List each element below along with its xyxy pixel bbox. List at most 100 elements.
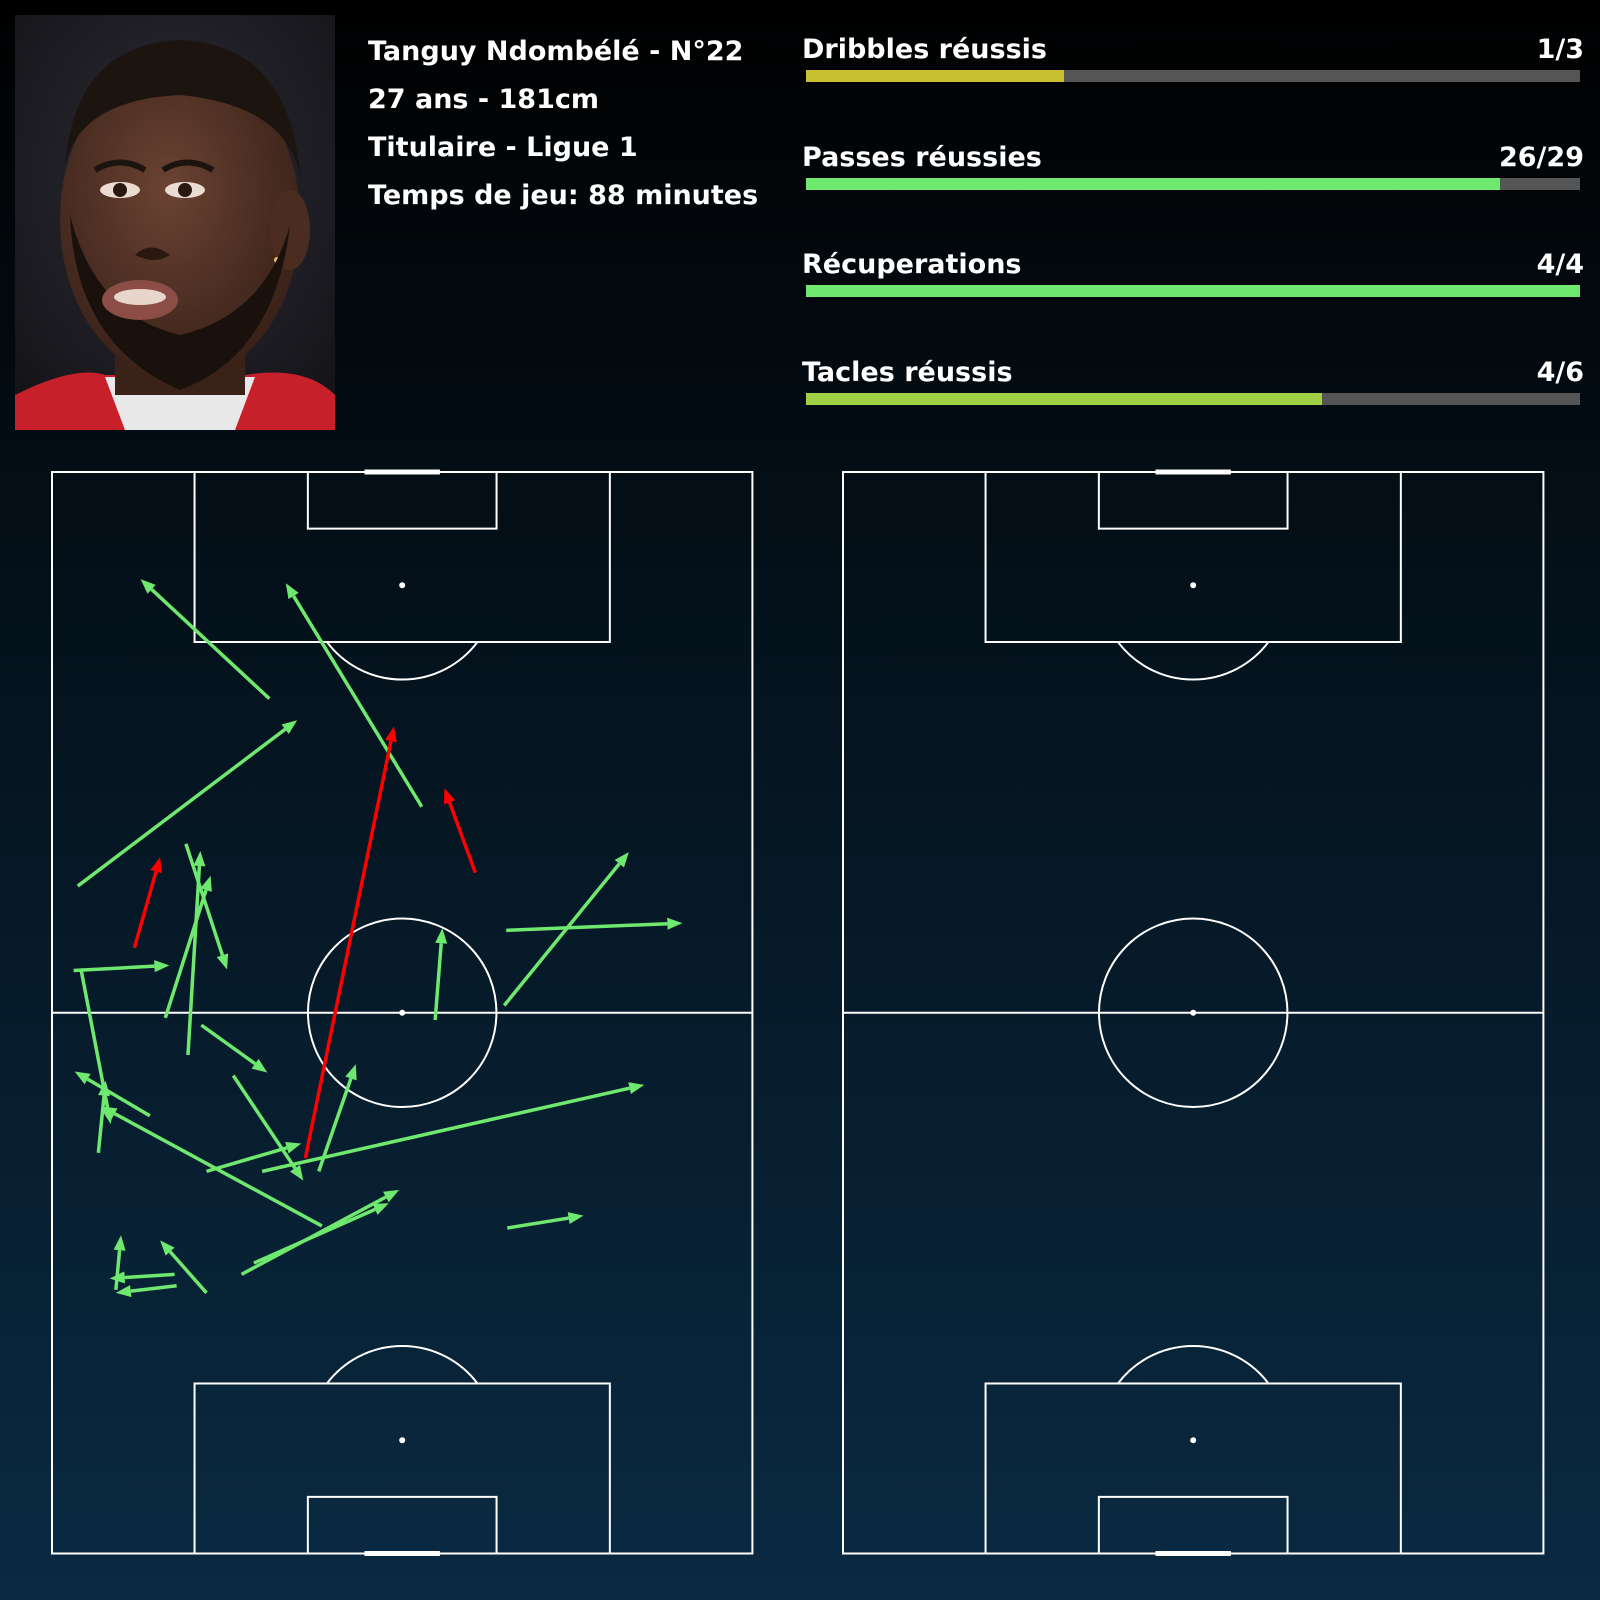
successful-pass-line: [130, 1283, 177, 1293]
successful-pass-line: [506, 1216, 569, 1230]
failed-pass-line: [447, 801, 477, 874]
player-photo: [15, 15, 335, 430]
top-goal-area: [306, 472, 498, 530]
successful-pass-head: [372, 1203, 389, 1215]
stat-dribbles: Dribbles réussis 1/3: [802, 34, 1584, 94]
top-penalty-spot: [399, 582, 406, 589]
bottom-penalty-box: [193, 1382, 611, 1554]
center-spot: [399, 1009, 406, 1016]
successful-pass-line: [113, 1112, 323, 1228]
stat-bar-fill: [806, 393, 1322, 405]
stat-label: Récuperations: [802, 249, 1022, 280]
successful-pass-head: [160, 1240, 175, 1256]
successful-pass-head: [74, 1071, 91, 1085]
center-spot: [1190, 1009, 1197, 1016]
failed-pass-line: [303, 740, 393, 1159]
successful-pass-head: [140, 579, 156, 594]
stat-label: Dribbles réussis: [802, 34, 1047, 65]
heatmap: [842, 469, 1545, 1556]
successful-pass-line: [186, 865, 202, 1056]
successful-pass-line: [502, 862, 621, 1007]
successful-pass-head: [567, 1212, 584, 1224]
bottom-penalty-spot: [399, 1437, 406, 1444]
successful-pass-head: [200, 875, 212, 892]
successful-pass-head: [628, 1082, 645, 1095]
top-penalty-arc: [326, 641, 479, 681]
successful-pass-line: [231, 1074, 297, 1170]
successful-pass-head: [115, 1285, 132, 1298]
failed-pass-head: [443, 788, 456, 805]
successful-pass-head: [216, 953, 229, 970]
stat-bar-fill: [806, 178, 1500, 190]
stat-bar-track: [806, 178, 1580, 190]
successful-pass-line: [76, 727, 287, 888]
successful-pass-head: [285, 1142, 302, 1154]
top-penalty-arc: [1117, 641, 1270, 681]
bottom-goal-area: [306, 1495, 498, 1554]
successful-pass-line: [96, 1095, 106, 1154]
stat-value: 1/3: [1536, 34, 1584, 65]
center-circle: [306, 917, 498, 1108]
failed-pass-head: [385, 726, 397, 743]
successful-pass-head: [101, 1106, 118, 1119]
stat-label: Passes réussies: [802, 142, 1042, 173]
failed-pass-line: [132, 871, 158, 949]
failed-pass-head: [150, 857, 162, 874]
successful-pass-head: [193, 851, 206, 867]
successful-pass-head: [290, 1164, 304, 1181]
successful-pass-line: [86, 1077, 151, 1118]
stat-tackles: Tacles réussis 4/6: [802, 357, 1584, 417]
successful-pass-line: [261, 1086, 631, 1174]
top-penalty-box: [193, 472, 611, 643]
successful-pass-line: [163, 889, 208, 1019]
successful-pass-line: [114, 1249, 122, 1290]
successful-pass-head: [435, 928, 448, 944]
successful-pass-head: [113, 1235, 126, 1251]
successful-pass-head: [383, 1189, 400, 1203]
top-goal-area: [1097, 472, 1289, 530]
stat-label: Tacles réussis: [802, 357, 1013, 388]
top-penalty-spot: [1190, 582, 1197, 589]
bottom-penalty-box: [984, 1382, 1402, 1554]
successful-pass-line: [506, 922, 668, 933]
bottom-penalty-spot: [1190, 1437, 1197, 1444]
stat-value: 4/4: [1536, 249, 1584, 280]
successful-pass-line: [433, 943, 443, 1021]
successful-pass-head: [285, 583, 299, 600]
successful-pass-head: [614, 852, 629, 868]
successful-pass-head: [281, 720, 298, 735]
stat-bar-track: [806, 285, 1580, 297]
successful-pass-line: [150, 588, 271, 700]
successful-pass-line: [168, 1250, 208, 1295]
stat-bar-track: [806, 70, 1580, 82]
stat-passes: Passes réussies 26/29: [802, 142, 1584, 202]
bottom-penalty-arc: [1117, 1344, 1270, 1385]
stat-bar-fill: [806, 70, 1064, 82]
pass-map: [51, 469, 754, 1556]
stat-recoveries: Récuperations 4/4: [802, 249, 1584, 309]
bottom-goal-area: [1097, 1495, 1289, 1554]
player-age-height: 27 ans - 181cm: [368, 84, 599, 115]
successful-pass-head: [345, 1064, 357, 1081]
successful-pass-line: [292, 595, 424, 808]
successful-pass-head: [154, 960, 170, 973]
player-portrait-icon: [15, 15, 335, 430]
successful-pass-head: [251, 1058, 268, 1073]
stat-value: 26/29: [1498, 142, 1584, 173]
successful-pass-line: [206, 1146, 288, 1174]
successful-pass-line: [200, 1023, 257, 1066]
top-penalty-box: [984, 472, 1402, 643]
player-status-league: Titulaire - Ligue 1: [368, 132, 638, 163]
successful-pass-head: [667, 917, 683, 930]
player-name-number: Tanguy Ndombélé - N°22: [368, 36, 744, 67]
stat-bar-fill: [806, 285, 1580, 297]
successful-pass-line: [73, 964, 155, 973]
stat-value: 4/6: [1536, 357, 1584, 388]
center-circle: [1097, 917, 1289, 1108]
stat-bar-track: [806, 393, 1580, 405]
bottom-penalty-arc: [326, 1344, 479, 1385]
successful-pass-line: [253, 1207, 376, 1265]
successful-pass-line: [124, 1272, 175, 1280]
player-playing-time: Temps de jeu: 88 minutes: [368, 180, 759, 211]
successful-pass-head: [98, 1080, 111, 1097]
